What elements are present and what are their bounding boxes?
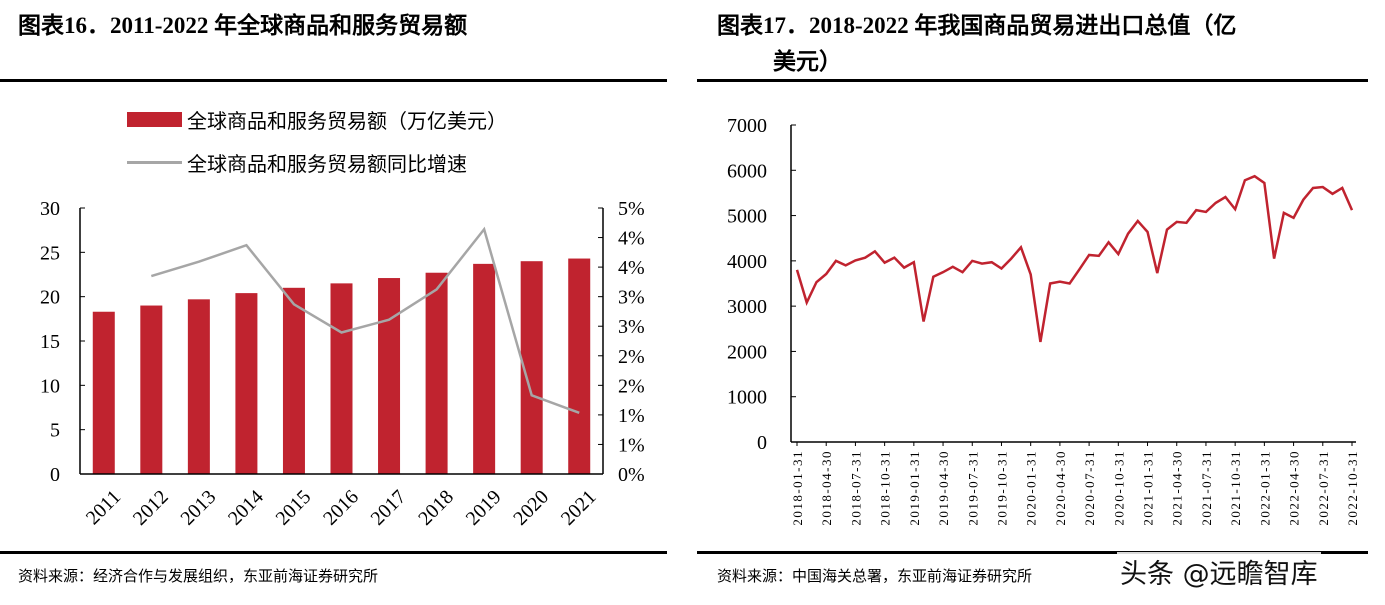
bar-2017 <box>378 278 401 474</box>
x-tick-label: 2017 <box>367 486 411 530</box>
left-tick-label: 30 <box>40 198 60 220</box>
x-tick-label: 2021-10-31 <box>1228 450 1243 526</box>
y-tick-label: 0 <box>757 432 767 454</box>
x-tick-label: 2019-04-30 <box>936 450 951 526</box>
right-tick-label: 2% <box>618 375 645 397</box>
x-tick-label: 2012 <box>129 486 173 530</box>
bar-2019 <box>473 263 496 474</box>
x-tick-label: 2019-01-31 <box>907 450 922 526</box>
legend-bar-label: 全球商品和服务贸易额（万亿美元） <box>187 111 507 133</box>
left-tick-label: 0 <box>50 464 60 486</box>
legend-bar-swatch <box>127 112 182 127</box>
x-tick-label: 2019 <box>462 486 506 530</box>
y-tick-label: 1000 <box>727 387 767 409</box>
right-chart-title-line1: 图表17．2018-2022 年我国商品贸易进出口总值（亿 <box>717 13 1237 38</box>
right-tick-label: 3% <box>618 287 645 309</box>
x-tick-label: 2013 <box>176 486 220 530</box>
legend-line-swatch <box>127 161 182 164</box>
bar-2013 <box>187 299 210 474</box>
y-tick-label: 7000 <box>727 115 767 137</box>
growth-rate-line <box>150 226 580 414</box>
left-tick-label: 5 <box>50 420 60 442</box>
x-tick-label: 2018-07-31 <box>848 450 863 526</box>
x-tick-label: 2015 <box>272 486 316 530</box>
x-tick-label: 2020-04-30 <box>1053 450 1068 526</box>
left-source-note: 资料来源：经济合作与发展组织，东亚前海证券研究所 <box>18 569 379 585</box>
left-tick-label: 10 <box>40 375 60 397</box>
right-tick-label: 1% <box>618 434 645 456</box>
x-tick-label: 2011 <box>82 486 125 529</box>
right-chart: 0 1000 2000 3000 4000 5000 6000 7000 2018-01-31 2… <box>727 115 1360 526</box>
y-tick-label: 3000 <box>727 296 767 318</box>
bar-2015 <box>282 287 305 474</box>
y-tick-label: 5000 <box>727 206 767 228</box>
x-tick-label: 2019-10-31 <box>994 450 1009 526</box>
y-tick-label: 2000 <box>727 341 767 363</box>
x-tick-label: 2022-07-31 <box>1316 450 1331 526</box>
x-tick-label: 2022-01-31 <box>1257 450 1272 526</box>
x-tick-label: 2016 <box>319 486 363 530</box>
watermark: 头条 @远瞻智库 <box>1117 552 1321 591</box>
bar-2021 <box>568 258 591 474</box>
legend-line-label: 全球商品和服务贸易额同比增速 <box>187 154 467 176</box>
x-tick-label: 2021-01-31 <box>1141 450 1156 526</box>
left-title-rule <box>0 79 667 82</box>
x-tick-label: 2014 <box>224 486 268 530</box>
right-tick-label: 0% <box>618 464 645 486</box>
bar-2011 <box>92 311 115 474</box>
right-tick-label: 4% <box>618 257 645 279</box>
left-chart: 0 5 10 15 20 25 30 0% 1% 1% 2% 2% 3% 3% 4% 4% 5% 2011 2012… <box>40 198 645 530</box>
x-tick-label: 2021-07-31 <box>1199 450 1214 526</box>
x-tick-label: 2020-01-31 <box>1024 450 1039 526</box>
y-tick-label: 6000 <box>727 160 767 182</box>
trade-value-line <box>795 174 1354 343</box>
right-title-rule <box>697 79 1368 82</box>
x-tick-label: 2021 <box>557 486 601 530</box>
x-tick-label: 2020-07-31 <box>1082 450 1097 526</box>
x-tick-label: 2022-04-30 <box>1287 450 1302 526</box>
x-tick-label: 2018 <box>414 486 458 530</box>
legend-line-series: 全球商品和服务贸易额同比增速 <box>127 148 467 177</box>
x-tick-label: 2020 <box>509 486 553 530</box>
left-tick-label: 20 <box>40 287 60 309</box>
left-tick-label: 15 <box>40 331 60 353</box>
right-source-note: 资料来源：中国海关总署，东亚前海证券研究所 <box>717 569 1033 585</box>
right-tick-label: 5% <box>618 198 645 220</box>
right-chart-title-line2: 美元） <box>773 49 842 74</box>
left-tick-label: 25 <box>40 242 60 264</box>
bar-2014 <box>235 293 258 474</box>
bar-2020 <box>520 261 543 474</box>
bar-2012 <box>140 305 163 474</box>
y-tick-label: 4000 <box>727 251 767 273</box>
x-tick-label: 2021-04-30 <box>1170 450 1185 526</box>
right-tick-label: 2% <box>618 346 645 368</box>
right-tick-label: 3% <box>618 316 645 338</box>
x-tick-label: 2018-04-30 <box>819 450 834 526</box>
bar-2018 <box>425 272 448 474</box>
x-tick-label: 2020-10-31 <box>1111 450 1126 526</box>
right-tick-label: 1% <box>618 405 645 427</box>
x-tick-label: 2019-07-31 <box>965 450 980 526</box>
bar-2016 <box>330 283 353 474</box>
x-tick-label: 2018-10-31 <box>878 450 893 526</box>
x-tick-label: 2018-01-31 <box>790 450 805 526</box>
right-tick-label: 4% <box>618 228 645 250</box>
x-tick-label: 2022-10-31 <box>1345 450 1360 526</box>
right-source-rule <box>697 551 1368 554</box>
legend-bar-series: 全球商品和服务贸易额（万亿美元） <box>127 105 507 134</box>
left-source-rule <box>0 551 667 554</box>
left-chart-title: 图表16．2011-2022 年全球商品和服务贸易额 <box>18 13 468 38</box>
